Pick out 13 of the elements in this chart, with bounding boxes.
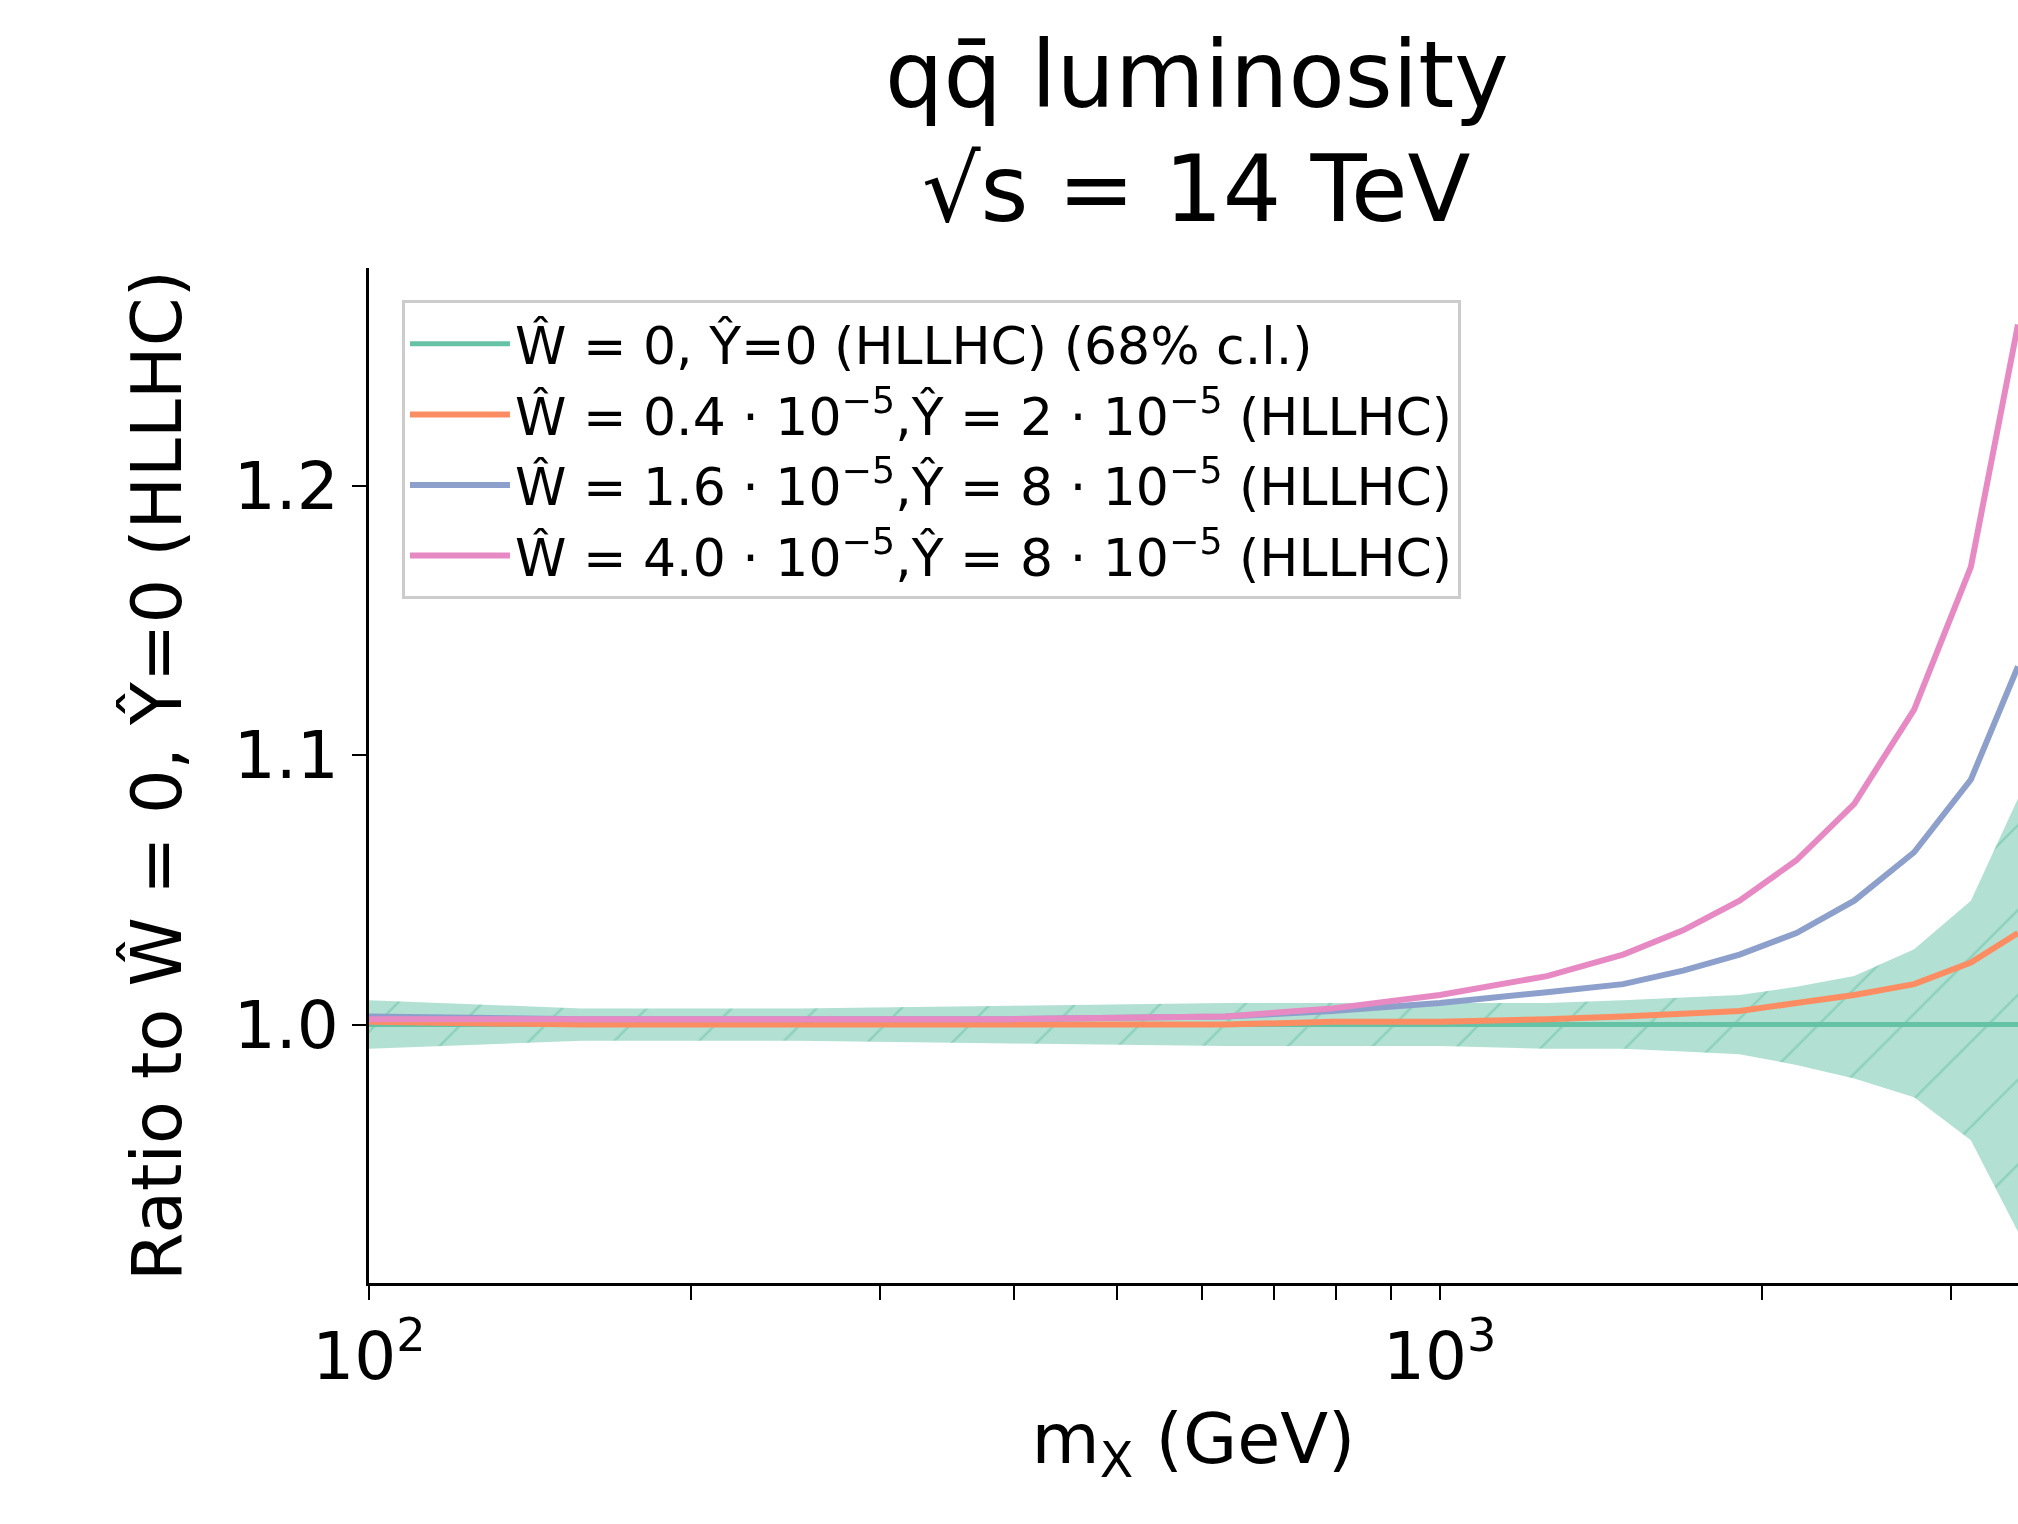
- y-tick-label: 1.0: [233, 986, 339, 1064]
- x-tick-label: 10$^{2}$: [312, 1308, 426, 1396]
- y-axis-title: Ratio to Ŵ = 0, Ŷ=0 (HLLHC): [115, 270, 198, 1281]
- legend-label: Ŵ = 0, Ŷ=0 (HLLHC) (68% c.l.): [514, 316, 1313, 377]
- chart-subtitle: √s = 14 TeV: [922, 136, 1471, 243]
- x-tick-label: 10$^{3}$: [1383, 1308, 1497, 1396]
- legend-label: Ŵ = 0.4 · 10$^{−5}$,Ŷ = 2 · 10$^{−5}$ (HLLHC): [514, 378, 1453, 447]
- y-tick-label: 1.2: [233, 448, 339, 526]
- y-tick-label: 1.1: [233, 717, 339, 795]
- legend-label: Ŵ = 1.6 · 10$^{−5}$,Ŷ = 8 · 10$^{−5}$ (HLLHC): [514, 449, 1453, 518]
- x-axis-title: m$_{X}$ (GeV): [1031, 1397, 1356, 1490]
- chart-title: qq̄ luminosity: [885, 22, 1509, 129]
- legend-label: Ŵ = 4.0 · 10$^{−5}$,Ŷ = 8 · 10$^{−5}$ (HLLHC): [514, 520, 1453, 588]
